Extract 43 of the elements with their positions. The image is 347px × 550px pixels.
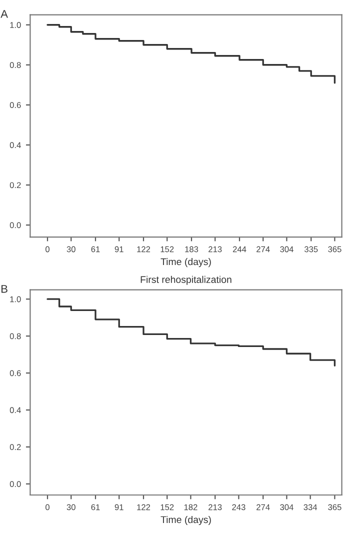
x-tick-label: 0 (46, 246, 50, 252)
x-axis-title: Time (days) (160, 516, 211, 526)
x-tick-label: 182 (184, 504, 198, 510)
x-tick-label: 304 (280, 246, 294, 252)
x-tick-label: 365 (328, 504, 342, 510)
x-tick-label: 243 (232, 504, 246, 510)
x-tick-label: 91 (114, 246, 124, 252)
x-tick-label: 61 (91, 504, 100, 510)
y-tick-label: 0.0 (10, 222, 21, 228)
x-tick-label: 274 (256, 246, 270, 252)
x-tick-label: 183 (185, 246, 198, 252)
y-tick-label: 0.4 (10, 142, 21, 148)
x-axis-title: Time (days) (160, 258, 211, 268)
y-tick-label: 1.0 (10, 22, 21, 28)
x-tick-label: 304 (280, 504, 294, 510)
x-tick-label: 91 (114, 504, 124, 510)
x-tick-label: 213 (208, 504, 222, 510)
y-tick-label: 1.0 (10, 296, 21, 302)
y-tick-label: 0.2 (10, 444, 21, 450)
text: B (2, 285, 8, 293)
y-tick-label: 0.0 (10, 481, 21, 488)
y-tick-label: 0.8 (10, 333, 21, 340)
x-tick-label: 152 (160, 246, 174, 252)
x-tick-label: 365 (328, 246, 342, 252)
x-tick-label: 0 (46, 504, 50, 510)
y-tick-label: 0.6 (10, 370, 21, 376)
x-tick-label: 122 (137, 246, 150, 252)
x-tick-label: 152 (160, 504, 174, 510)
text: A (0, 10, 8, 18)
chart-title: First rehospitalization (140, 276, 232, 285)
x-tick-label: 274 (256, 504, 270, 510)
y-tick-label: 0.8 (10, 62, 21, 68)
x-tick-label: 335 (304, 246, 318, 252)
y-tick-label: 0.4 (10, 407, 21, 414)
x-tick-label: 122 (137, 504, 150, 510)
x-tick-label: 61 (91, 246, 100, 252)
x-tick-label: 244 (232, 246, 246, 252)
x-tick-label: 213 (208, 246, 222, 252)
x-tick-label: 30 (66, 246, 76, 252)
y-tick-label: 0.2 (10, 182, 21, 188)
y-tick-label: 0.6 (10, 102, 21, 108)
x-tick-label: 30 (66, 504, 76, 510)
x-tick-label: 334 (304, 504, 318, 510)
